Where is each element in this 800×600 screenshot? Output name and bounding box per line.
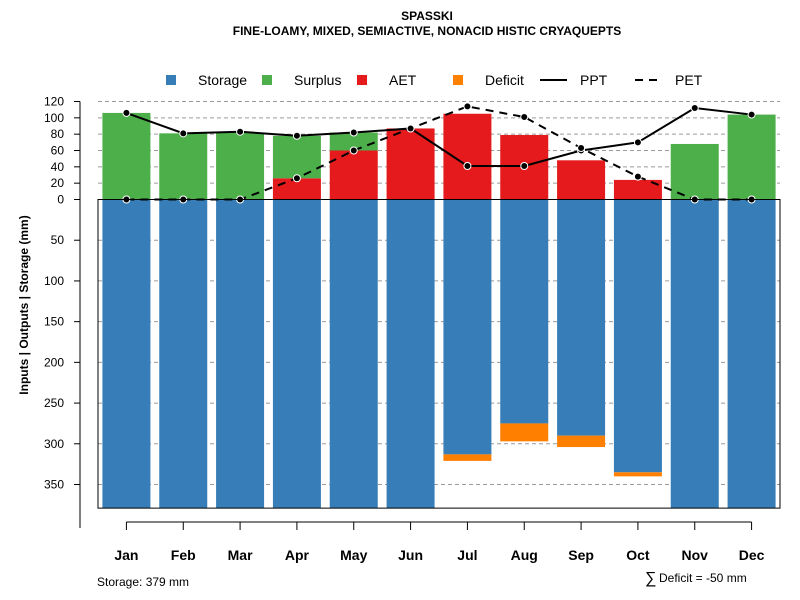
storage-bar <box>159 199 208 509</box>
aet-bar <box>329 150 378 200</box>
legend-label-pet: PET <box>675 72 703 88</box>
chart-subtitle: FINE-LOAMY, MIXED, SEMIACTIVE, NONACID H… <box>233 24 621 38</box>
x-tick-label: Sep <box>568 547 594 563</box>
storage-footnote: Storage: 379 mm <box>97 575 189 589</box>
legend-label-deficit: Deficit <box>485 72 524 88</box>
ppt-point <box>349 128 358 137</box>
plot-frame <box>97 199 781 509</box>
storage-bar <box>557 199 606 436</box>
legend-label-storage: Storage <box>198 72 247 88</box>
legend-key-storage <box>166 75 176 85</box>
aet-bar <box>613 179 662 200</box>
x-tick-label: Mar <box>228 547 253 563</box>
storage-bar <box>500 199 549 424</box>
y-tick-label: 350 <box>44 478 64 492</box>
y-tick-label: 250 <box>44 396 64 410</box>
x-tick-label: May <box>340 547 367 563</box>
chart-legend: Storage Surplus AET Deficit PPT PET <box>166 72 703 88</box>
ppt-point <box>747 110 756 119</box>
ppt-point <box>292 131 301 140</box>
pet-point <box>292 174 301 183</box>
deficit-bar <box>443 454 492 461</box>
legend-label-ppt: PPT <box>580 72 608 88</box>
axes-layer: 0 20 40 60 80 100 120 50 100 150 200 250 300 350 Jan Fe… <box>44 94 781 563</box>
y-tick-label: 20 <box>51 176 65 190</box>
storage-bar <box>727 199 776 509</box>
storage-bar <box>613 199 662 473</box>
legend-key-aet <box>357 75 367 85</box>
x-tick-label: Feb <box>171 547 196 563</box>
x-tick-label: Jan <box>114 547 138 563</box>
surplus-bar <box>329 132 378 151</box>
x-tick-label: Jun <box>398 547 423 563</box>
storage-bar <box>386 199 435 509</box>
pet-point <box>520 113 529 122</box>
storage-bar <box>216 199 265 509</box>
x-tick-label: Oct <box>626 547 650 563</box>
y-tick-label: 200 <box>44 355 64 369</box>
y-tick-label: 120 <box>44 94 64 108</box>
surplus-bar <box>670 143 719 200</box>
pet-point <box>349 146 358 155</box>
y-tick-label: 300 <box>44 437 64 451</box>
surplus-bar <box>216 132 265 200</box>
aet-bar <box>443 113 492 200</box>
ppt-point <box>236 127 245 136</box>
surplus-bar <box>102 112 151 200</box>
x-tick-label: Jul <box>457 547 477 563</box>
ppt-line <box>126 106 752 168</box>
y-axis-title: Inputs | Outputs | Storage (mm) <box>17 215 31 394</box>
deficit-footnote: Deficit = -50 mm <box>659 571 747 585</box>
x-tick-label: Aug <box>511 547 538 563</box>
y-tick-label: 50 <box>51 233 65 247</box>
pet-point <box>463 102 472 111</box>
deficit-bar <box>613 472 662 477</box>
aet-bar <box>386 128 435 200</box>
ppt-point <box>633 138 642 147</box>
pet-point <box>406 124 415 133</box>
x-tick-label: Nov <box>682 547 709 563</box>
deficit-bar <box>557 435 606 448</box>
y-tick-label: 150 <box>44 315 64 329</box>
surplus-bar <box>159 133 208 200</box>
pet-point <box>577 144 586 153</box>
ppt-point <box>520 162 529 171</box>
bars-layer <box>98 112 780 509</box>
storage-bar <box>102 199 151 509</box>
x-tick-label: Dec <box>739 547 765 563</box>
deficit-bar <box>500 423 549 442</box>
pet-point <box>633 172 642 181</box>
surplus-bar <box>272 135 321 179</box>
y-tick-label: 60 <box>51 143 65 157</box>
ppt-point <box>122 108 131 117</box>
grid-lines <box>98 100 780 486</box>
y-tick-label: 0 <box>57 193 64 207</box>
ppt-point <box>179 129 188 138</box>
storage-bar <box>443 199 492 455</box>
ppt-point <box>690 104 699 113</box>
y-tick-label: 100 <box>44 274 64 288</box>
legend-label-surplus: Surplus <box>294 72 341 88</box>
aet-bar <box>557 160 606 200</box>
y-tick-label: 100 <box>44 111 64 125</box>
x-tick-label: Apr <box>285 547 310 563</box>
y-tick-label: 40 <box>51 160 65 174</box>
ppt-point <box>463 162 472 171</box>
legend-label-aet: AET <box>389 72 417 88</box>
storage-bar <box>272 199 321 509</box>
legend-key-deficit <box>453 75 463 85</box>
chart-title: SPASSKI <box>401 9 453 23</box>
deficit-sum-symbol: ∑ <box>645 570 656 587</box>
storage-bar <box>329 199 378 509</box>
y-tick-label: 80 <box>51 127 65 141</box>
legend-key-surplus <box>262 75 272 85</box>
storage-bar <box>670 199 719 509</box>
surplus-bar <box>727 114 776 200</box>
